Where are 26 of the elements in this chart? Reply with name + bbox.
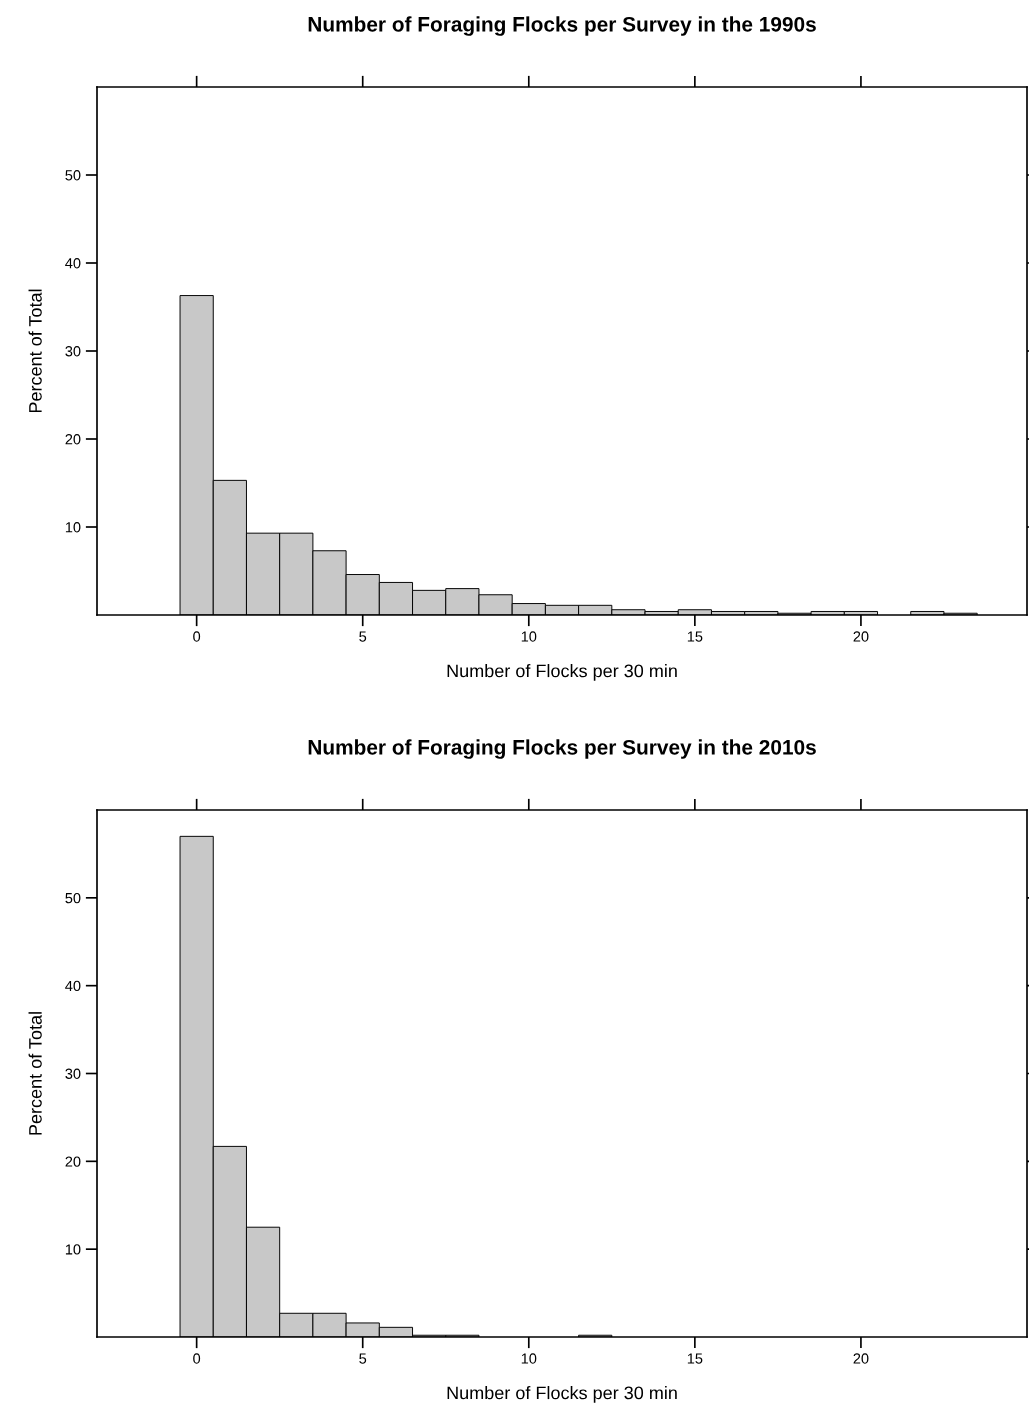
x-tick-label: 10 bbox=[521, 631, 537, 642]
x-tick-label: 20 bbox=[853, 631, 869, 642]
x-tick-label: 15 bbox=[687, 631, 703, 642]
x-tick-label: 0 bbox=[193, 1353, 201, 1364]
y-tick-label: 50 bbox=[65, 892, 81, 904]
x-tick-label: 5 bbox=[359, 631, 367, 642]
y-tick-label: 30 bbox=[65, 346, 81, 357]
x-axis-title: Number of Flocks per 30 min bbox=[447, 1386, 677, 1403]
y-tick-label: 20 bbox=[65, 434, 81, 445]
x-tick-label: 5 bbox=[359, 1353, 367, 1364]
y-tick-label: 40 bbox=[65, 258, 81, 269]
y-tick-label: 10 bbox=[65, 522, 81, 533]
y-tick-label: 20 bbox=[65, 1156, 81, 1167]
y-tick-label: 40 bbox=[65, 980, 81, 992]
x-tick-label: 15 bbox=[687, 1353, 703, 1364]
chart-title: Number of Foraging Flocks per Survey in the 1990s bbox=[308, 16, 816, 36]
x-axis-title: Number of Flocks per 30 min bbox=[447, 664, 677, 681]
x-tick-label: 10 bbox=[521, 1353, 537, 1364]
x-tick-label: 20 bbox=[853, 1353, 869, 1364]
y-tick-label: 30 bbox=[65, 1068, 81, 1079]
y-tick-label: 50 bbox=[65, 170, 81, 181]
x-tick-label: 0 bbox=[193, 631, 201, 642]
y-axis-title: Percent of Total bbox=[28, 1012, 42, 1135]
y-axis-title: Percent of Total bbox=[28, 289, 42, 413]
chart-title: Number of Foraging Flocks per Survey in the 2010s bbox=[308, 739, 816, 759]
y-tick-label: 10 bbox=[65, 1244, 81, 1255]
